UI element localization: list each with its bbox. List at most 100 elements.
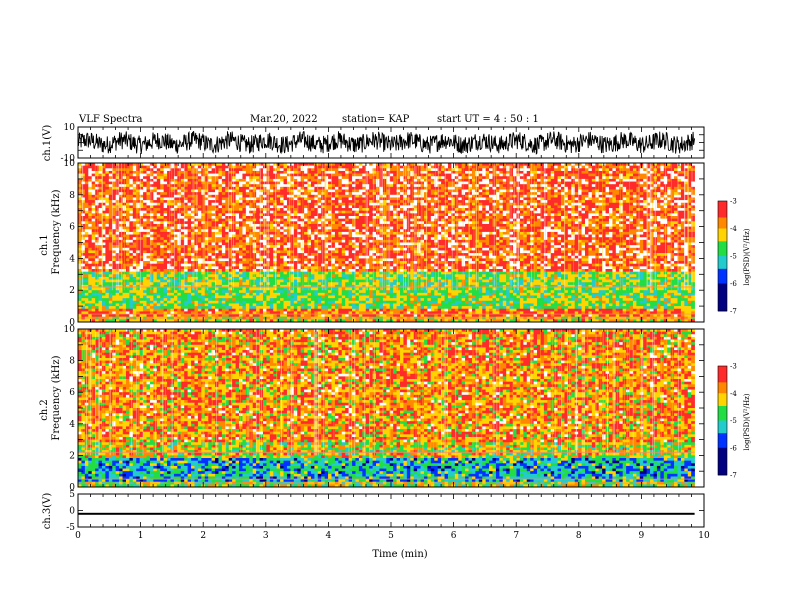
- ch1-spec-cell: [687, 189, 692, 193]
- ch1-spec-cell: [561, 216, 565, 219]
- ch1-spec-cell: [495, 192, 500, 196]
- ch1-spec-cell: [307, 223, 312, 227]
- ch1-spec-cell: [393, 189, 397, 193]
- ch1-spec-cell: [115, 165, 120, 169]
- ch1-spec-cell: [245, 165, 250, 169]
- ch1-spec-cell: [245, 216, 250, 219]
- ch1-spec-cell: [362, 205, 367, 209]
- ch1-spec-cell: [98, 202, 103, 206]
- ch1-spec-cell: [115, 178, 120, 182]
- ch1-spec-cell: [584, 163, 589, 166]
- ch1-spec-cell: [105, 178, 110, 182]
- ch1-spec-cell: [454, 165, 459, 169]
- ch1-spec-cell: [670, 229, 675, 233]
- ch1-spec-cell: [283, 216, 288, 219]
- ch1-spec-cell: [115, 218, 120, 222]
- ch1-spec-cell: [372, 210, 377, 214]
- ch1-spec-cell: [670, 194, 675, 198]
- ch1-spec-cell: [406, 218, 411, 222]
- ch1-spec-cell: [262, 192, 267, 196]
- ch1-spec-cell: [221, 231, 226, 235]
- ch1-spec-cell: [232, 213, 236, 217]
- ch1-spec-cell: [239, 210, 243, 214]
- ch1-spec-cell: [485, 208, 490, 211]
- ch1-spec-cell: [88, 218, 93, 222]
- ch1-spec-cell: [537, 213, 541, 217]
- ch1-spec-cell: [187, 184, 192, 188]
- ch1-spec-cell: [526, 173, 531, 177]
- ch1-spec-cell: [523, 194, 528, 198]
- ch1-spec-cell: [232, 197, 236, 201]
- ch1-spec-cell: [156, 216, 161, 219]
- ch1-spec-cell: [441, 173, 445, 177]
- ch1-spec-cell: [112, 226, 116, 230]
- ch1-spec-cell: [369, 218, 373, 222]
- ch1-spec-cell: [286, 186, 291, 190]
- ch1-spec-cell: [139, 231, 144, 235]
- ch1-spec-cell: [98, 173, 103, 177]
- ch1-spec-cell: [98, 208, 103, 211]
- ch1-spec-cell: [526, 216, 531, 219]
- ch1-spec-cell: [358, 165, 363, 169]
- ch1-spec-cell: [132, 208, 137, 211]
- ch1-spec-cell: [91, 189, 96, 193]
- ch1-spec-cell: [667, 231, 671, 235]
- ch1-spec-cell: [197, 181, 202, 185]
- ch1-spec-cell: [129, 213, 134, 217]
- ch1-spec-cell: [639, 178, 644, 182]
- ch1-spec-cell: [314, 202, 319, 206]
- ch1-spec-cell: [612, 208, 617, 211]
- ch1-spec-cell: [136, 184, 140, 188]
- ch1-spec-cell: [581, 226, 586, 230]
- ch1-spec-cell: [376, 181, 380, 185]
- ch1-spec-cell: [629, 189, 634, 193]
- ch1-spec-cell: [598, 231, 603, 235]
- ch1-spec-cell: [170, 186, 175, 190]
- ch1-spec-cell: [280, 189, 284, 193]
- ch1-spec-cell: [310, 218, 315, 222]
- ch1-spec-cell: [136, 213, 140, 217]
- ch1-spec-cell: [341, 216, 346, 219]
- ch1-spec-cell: [502, 176, 507, 180]
- ch1-spec-cell: [115, 192, 120, 196]
- ch1-spec-cell: [119, 231, 123, 235]
- ch1-spec-cell: [259, 210, 264, 214]
- ch1-spec-cell: [317, 178, 322, 182]
- ch1-spec-cell: [101, 176, 106, 180]
- ch1-spec-cell: [105, 192, 110, 196]
- ch1-spec-cell: [108, 226, 113, 230]
- ch1-spec-cell: [324, 184, 329, 188]
- ch1-spec-cell: [629, 231, 634, 235]
- ch1-spec-cell: [557, 163, 562, 166]
- ch1-spec-cell: [478, 229, 483, 233]
- ch1-spec-cell: [489, 170, 493, 174]
- ch1-spec-cell: [567, 186, 572, 190]
- ch1-spec-cell: [143, 229, 147, 233]
- ch1-spec-cell: [232, 216, 236, 219]
- ch1-spec-cell: [639, 200, 644, 204]
- ch1-spec-cell: [184, 197, 188, 201]
- ch1-spec-cell: [468, 210, 473, 214]
- ch1-spec-cell: [153, 176, 158, 180]
- ch1-spec-cell: [639, 231, 644, 235]
- ch1-spec-cell: [605, 168, 610, 172]
- ch1-spec-cell: [215, 194, 219, 198]
- ch1-spec-cell: [314, 181, 319, 185]
- ch1-spec-cell: [451, 192, 456, 196]
- ch1-spec-cell: [420, 170, 425, 174]
- ch1-spec-cell: [619, 170, 623, 174]
- ch1-spec-cell: [526, 186, 531, 190]
- ch1-spec-cell: [629, 165, 634, 169]
- ch1-spec-cell: [485, 173, 490, 177]
- ch1-spec-cell: [509, 178, 514, 182]
- ch1-spec-cell: [259, 216, 264, 219]
- ch1-spec-cell: [341, 189, 346, 193]
- ch1-spec-cell: [430, 208, 435, 211]
- ch1-spec-cell: [643, 213, 647, 217]
- ch1-spec-cell: [533, 181, 538, 185]
- ch1-spec-cell: [406, 173, 411, 177]
- ch1-spec-cell: [615, 210, 620, 214]
- ch1-spec-cell: [519, 176, 524, 180]
- ch1-spec-cell: [242, 189, 247, 193]
- ch1-spec-cell: [595, 223, 599, 227]
